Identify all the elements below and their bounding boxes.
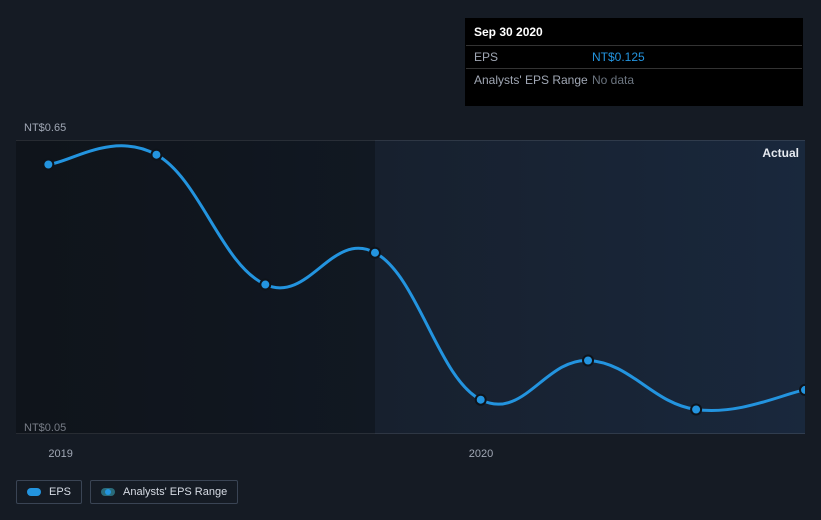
legend-item-label: Analysts' EPS Range (123, 486, 227, 498)
chart-svg (16, 140, 805, 434)
tooltip-row-label: EPS (474, 50, 592, 64)
series-marker[interactable] (476, 395, 486, 405)
legend: EPS Analysts' EPS Range (16, 480, 238, 504)
legend-swatch-icon (101, 488, 115, 496)
series-marker[interactable] (800, 385, 805, 395)
x-axis-tick: 2020 (469, 448, 493, 460)
tooltip-row-value: NT$0.125 (592, 50, 645, 64)
plot-area[interactable]: Actual (16, 140, 805, 434)
tooltip-row-value: No data (592, 73, 634, 87)
tooltip-box: Sep 30 2020 EPS NT$0.125 Analysts' EPS R… (465, 18, 803, 106)
tooltip-row: Analysts' EPS Range No data (466, 69, 802, 105)
tooltip-title: Sep 30 2020 (466, 19, 802, 46)
legend-swatch-icon (27, 488, 41, 496)
x-axis-tick: 2019 (48, 448, 72, 460)
legend-item-eps[interactable]: EPS (16, 480, 82, 504)
series-marker[interactable] (43, 160, 53, 170)
series-marker[interactable] (260, 280, 270, 290)
legend-item-label: EPS (49, 486, 71, 498)
series-marker[interactable] (691, 405, 701, 415)
tooltip-row-label: Analysts' EPS Range (474, 73, 592, 87)
series-marker[interactable] (370, 248, 380, 258)
gridline (16, 140, 805, 141)
legend-item-analysts-range[interactable]: Analysts' EPS Range (90, 480, 238, 504)
series-marker[interactable] (151, 150, 161, 160)
tooltip-row: EPS NT$0.125 (466, 46, 802, 69)
region-label-actual: Actual (762, 146, 799, 160)
series-marker[interactable] (583, 356, 593, 366)
y-axis-tick-top: NT$0.65 (24, 122, 66, 134)
gridline (16, 433, 805, 434)
chart-container: Sep 30 2020 EPS NT$0.125 Analysts' EPS R… (0, 0, 821, 520)
